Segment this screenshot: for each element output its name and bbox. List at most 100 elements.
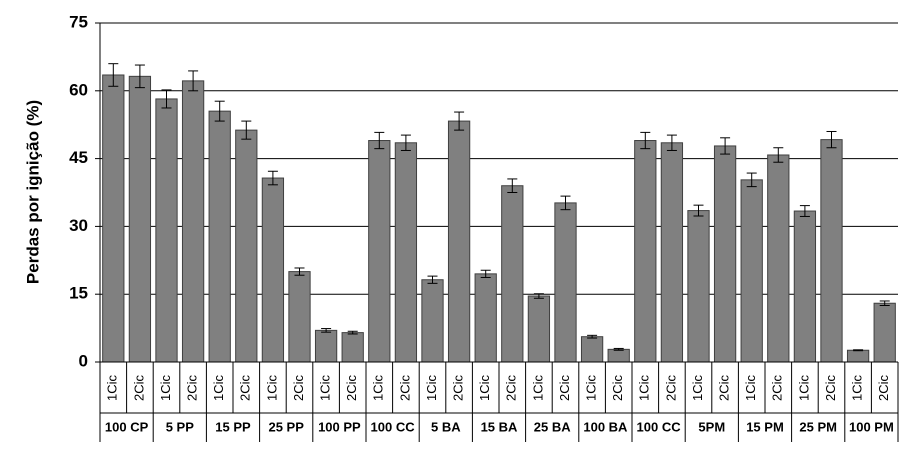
x-tick-label: 1Cic	[530, 375, 545, 402]
error-bar	[400, 134, 411, 151]
group-label: 25 BA	[534, 419, 571, 434]
error-bar	[799, 205, 810, 217]
error-bar	[746, 172, 757, 188]
bar	[341, 332, 364, 363]
x-tick-label: 2Cic	[131, 375, 146, 402]
bar	[181, 80, 205, 363]
group-label: 15 PM	[746, 419, 784, 434]
bar	[314, 329, 338, 363]
error-bar	[560, 195, 571, 211]
error-bar	[826, 130, 837, 149]
y-tick-label: 75	[69, 12, 88, 31]
error-bar	[321, 328, 332, 333]
y-tick-label: 45	[69, 148, 88, 167]
bar	[128, 75, 152, 363]
bar	[554, 202, 577, 363]
x-tick-label: 1Cic	[424, 375, 439, 402]
error-bar	[533, 293, 544, 299]
x-tick-label: 2Cic	[876, 375, 891, 402]
bar	[235, 129, 258, 363]
x-tick-label: 2Cic	[451, 375, 466, 402]
x-tick-label: 2Cic	[770, 375, 785, 402]
error-bar	[347, 330, 358, 335]
group-label: 5PM	[698, 419, 725, 434]
bar	[501, 185, 524, 363]
bar	[580, 336, 604, 363]
group-label: 15 PP	[215, 419, 251, 434]
error-bar	[241, 120, 252, 140]
bar	[873, 302, 896, 363]
x-tick-label: 2Cic	[610, 375, 625, 402]
x-tick-label: 1Cic	[850, 375, 865, 402]
x-tick-label: 2Cic	[185, 375, 200, 402]
x-tick-label: 1Cic	[211, 375, 226, 402]
bar	[368, 140, 391, 363]
bar	[820, 139, 843, 363]
bar	[687, 210, 710, 363]
x-tick-label: 1Cic	[637, 375, 652, 402]
x-tick-label: 2Cic	[291, 375, 306, 402]
error-bar	[188, 70, 199, 92]
bar	[767, 154, 790, 363]
x-tick-label: 1Cic	[105, 375, 120, 402]
y-tick-label: 15	[69, 284, 88, 303]
x-tick-label: 1Cic	[743, 375, 758, 402]
error-bar	[613, 347, 624, 351]
bar	[607, 348, 630, 363]
bar	[102, 74, 125, 363]
error-bar	[454, 111, 465, 131]
x-tick-label: 1Cic	[158, 375, 173, 402]
error-bar	[720, 137, 731, 155]
y-tick-label: 0	[79, 351, 88, 370]
error-bar	[587, 334, 598, 339]
x-tick-label: 2Cic	[663, 375, 678, 402]
bar	[261, 177, 285, 363]
bar	[474, 273, 497, 363]
x-tick-label: 1Cic	[796, 375, 811, 402]
group-label: 5 PP	[166, 419, 195, 434]
bar	[447, 120, 471, 363]
error-bar	[214, 100, 225, 122]
group-label: 5 BA	[431, 419, 461, 434]
bar	[846, 349, 870, 363]
x-tick-label: 1Cic	[318, 375, 333, 402]
bar	[527, 295, 551, 363]
y-axis-label: Perdas por ignição (%)	[23, 100, 42, 284]
group-label: 100 PP	[318, 419, 361, 434]
x-tick-label: 2Cic	[344, 375, 359, 402]
bar	[155, 98, 178, 363]
error-bar	[374, 131, 385, 150]
x-tick-label: 2Cic	[504, 375, 519, 402]
error-bar	[879, 300, 890, 306]
x-tick-label: 2Cic	[557, 375, 572, 402]
x-tick-label: 2Cic	[238, 375, 253, 402]
error-bar	[693, 204, 704, 217]
group-label: 25 PP	[268, 419, 304, 434]
group-label: 15 BA	[481, 419, 518, 434]
group-label: 25 PM	[799, 419, 837, 434]
x-tick-label: 1Cic	[264, 375, 279, 402]
y-tick-label: 60	[69, 80, 88, 99]
bar	[634, 140, 657, 363]
bar	[208, 110, 231, 363]
error-bar	[267, 170, 278, 186]
error-bar	[507, 178, 518, 193]
bar	[288, 271, 311, 363]
error-bar	[294, 267, 305, 276]
error-bar	[773, 147, 784, 163]
x-tick-label: 2Cic	[397, 375, 412, 402]
error-bar	[134, 64, 145, 89]
group-label: 100 CC	[371, 419, 416, 434]
bar	[394, 142, 418, 363]
x-tick-label: 1Cic	[690, 375, 705, 402]
group-label: 100 BA	[583, 419, 628, 434]
error-bar	[853, 349, 864, 352]
bar	[660, 142, 684, 363]
group-label: 100 PM	[849, 419, 894, 434]
group-label: 100 CC	[637, 419, 682, 434]
bar	[421, 279, 444, 363]
bar	[740, 179, 763, 363]
error-bar	[640, 131, 651, 150]
